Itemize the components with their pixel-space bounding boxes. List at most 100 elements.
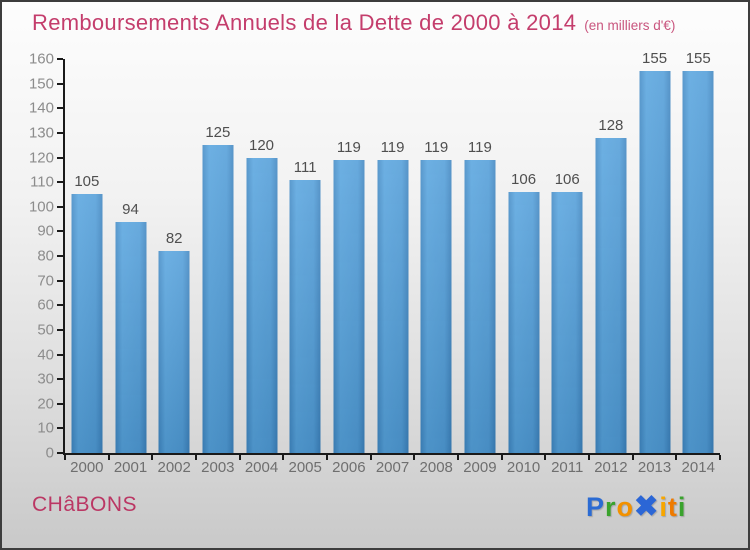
commune-name: CHâBONS: [32, 493, 138, 516]
bar-slot-2008: 119 2008: [414, 59, 458, 475]
bar-2001: [115, 221, 146, 453]
bar-slot-2009: 119 2009: [458, 59, 502, 475]
y-tick: [57, 131, 63, 134]
y-tick: [57, 255, 63, 257]
x-tick: [588, 455, 590, 460]
y-tick: [57, 58, 63, 60]
y-tick: [57, 452, 63, 454]
x-tick: [500, 455, 503, 460]
y-tick-label: 80: [37, 247, 54, 265]
y-tick: [57, 279, 63, 282]
logo-letter: t: [667, 492, 678, 522]
x-tick-label: 2008: [419, 459, 453, 476]
bar-slot-2012: 128 2012: [589, 59, 633, 475]
x-tick-label: 2003: [201, 459, 235, 476]
logo-x-icon: ✖: [634, 491, 660, 523]
x-tick-label: 2001: [113, 459, 148, 476]
bar-slot-2002: 82 2002: [152, 59, 196, 475]
chart-title: Remboursements Annuels de la Dette de 20…: [32, 10, 577, 35]
bar-value-label: 155: [685, 50, 711, 68]
bar-value-label: 125: [205, 124, 231, 142]
y-tick: [57, 107, 63, 110]
bar-value-label: 119: [424, 138, 449, 156]
bar-value-label: 120: [249, 136, 275, 154]
y-tick-label: 140: [28, 99, 54, 117]
bar-2010: [508, 191, 540, 453]
chart-subtitle: (en milliers d'€): [584, 18, 676, 33]
x-tick: [719, 455, 721, 460]
plot-area: 0 10 20 30 40 50 60 70 80 90 100 110 120 130 140 150 160…: [29, 51, 721, 475]
bar-slot-2010: 106 2010: [502, 59, 546, 475]
bar-2009: [464, 159, 496, 453]
x-tick-label: 2012: [594, 459, 628, 476]
x-tick: [64, 455, 66, 460]
y-tick: [57, 205, 63, 208]
bar-value-label: 106: [554, 170, 580, 188]
x-axis: [63, 453, 720, 455]
x-tick: [544, 455, 547, 460]
x-tick-label: 2010: [506, 459, 541, 476]
logo-letter: i: [659, 492, 668, 522]
y-tick-label: 160: [28, 50, 54, 68]
proxiti-logo[interactable]: Pro✖iti: [586, 489, 686, 524]
y-tick: [57, 328, 63, 331]
x-tick: [457, 455, 459, 460]
chart-header: Remboursements Annuels de la Dette de 20…: [32, 10, 675, 36]
bar-value-label: 128: [598, 116, 624, 134]
y-tick-label: 90: [37, 222, 54, 240]
bar-slot-2014: 155 2014: [676, 51, 720, 475]
x-tick: [326, 455, 328, 460]
y-tick: [57, 378, 63, 381]
bar-2000: [71, 194, 103, 453]
bar-value-label: 155: [642, 50, 668, 68]
bar-2002: [158, 251, 190, 453]
y-tick: [57, 230, 63, 233]
y-tick-label: 60: [37, 296, 54, 314]
bar-2008: [420, 159, 452, 453]
y-tick-label: 110: [30, 173, 54, 191]
x-tick-label: 2011: [551, 459, 584, 476]
logo-letter: o: [616, 492, 635, 522]
y-axis: [63, 59, 65, 455]
bar-value-label: 119: [467, 138, 492, 156]
y-tick: [57, 181, 63, 184]
bar-2005: [289, 179, 321, 453]
x-tick: [413, 455, 416, 460]
x-tick-label: 2002: [157, 459, 191, 476]
bar-value-label: 111: [293, 158, 317, 176]
x-tick: [369, 455, 372, 460]
y-tick: [57, 156, 63, 159]
bar-2003: [202, 145, 234, 453]
bar-slot-2000: 105 2000: [65, 59, 109, 475]
logo-letter: i: [677, 492, 687, 522]
x-tick-label: 2004: [244, 459, 279, 476]
bar-value-label: 105: [74, 173, 100, 191]
x-tick: [195, 455, 197, 460]
y-tick-label: 50: [37, 321, 54, 339]
x-tick-label: 2013: [637, 459, 672, 476]
y-tick: [57, 402, 63, 405]
bar-slot-2001: 94 2001: [109, 59, 153, 475]
y-tick-label: 40: [37, 346, 54, 363]
x-tick-label: 2005: [288, 459, 322, 476]
x-tick: [238, 455, 241, 460]
bar-slot-2011: 106 2011: [545, 59, 589, 475]
x-tick-label: 2014: [681, 459, 715, 476]
bar-2007: [377, 159, 409, 453]
x-tick-label: 2007: [375, 459, 410, 476]
y-tick-label: 70: [37, 272, 54, 290]
x-tick: [631, 455, 634, 460]
bar-value-label: 82: [165, 230, 183, 248]
bar-2004: [246, 157, 278, 453]
y-tick-label: 20: [37, 395, 54, 413]
y-tick: [57, 304, 63, 307]
x-tick-label: 2000: [70, 459, 104, 476]
x-tick: [675, 455, 678, 460]
bar-value-label: 119: [380, 138, 405, 156]
bar-2013: [639, 71, 671, 453]
bar-value-label: 106: [511, 170, 537, 188]
bar-slot-2006: 119 2006: [327, 59, 371, 475]
y-tick-label: 30: [37, 370, 54, 388]
y-tick: [57, 353, 63, 356]
